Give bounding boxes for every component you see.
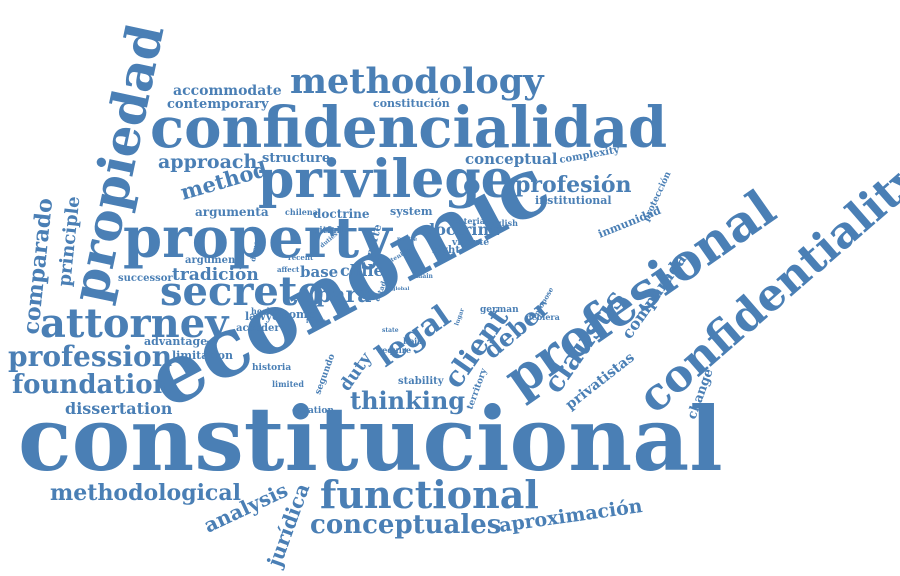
word-3: property xyxy=(123,205,393,271)
word-8: methodology xyxy=(290,61,545,102)
word-13: foundation xyxy=(12,370,172,400)
word-59: materia xyxy=(450,216,485,226)
word-45: advantage xyxy=(144,335,207,348)
word-57: right xyxy=(432,245,460,256)
word-35: conceptual xyxy=(465,150,558,168)
word-74: german xyxy=(480,305,519,315)
word-33: chile xyxy=(340,261,384,280)
word-31: dissertation xyxy=(65,399,173,418)
word-25: approach xyxy=(158,151,257,173)
word-61: chilena xyxy=(285,207,318,217)
word-67: como xyxy=(282,308,315,321)
word-75: debiera xyxy=(526,312,560,322)
word-10: secreto xyxy=(160,268,324,315)
word-65: acceder xyxy=(236,323,280,334)
word-83: main xyxy=(416,273,434,280)
word-0: constitucional xyxy=(18,387,723,491)
word-29: accommodate xyxy=(173,83,282,99)
word-11: functional xyxy=(320,472,539,517)
word-49: successor xyxy=(118,273,173,284)
word-41: argumenta xyxy=(195,205,269,219)
word-30: contemporary xyxy=(167,97,269,112)
word-36: tradición xyxy=(172,265,259,285)
word-87: lugar xyxy=(453,307,466,327)
word-34: doctrina xyxy=(424,220,500,239)
word-73: hoja xyxy=(403,336,422,346)
word-55: stability xyxy=(398,376,445,387)
word-81: partie xyxy=(397,236,417,243)
word-12: profession xyxy=(8,340,172,373)
word-14: conceptuales xyxy=(310,510,501,540)
word-85: forma xyxy=(306,318,326,325)
word-58: vigente xyxy=(451,238,489,248)
word-64: lawyer xyxy=(245,310,285,323)
word-72: require xyxy=(378,345,411,355)
word-43: system xyxy=(390,205,433,218)
word-86: state xyxy=(382,327,399,334)
word-48: base xyxy=(300,263,338,281)
word-78: recent xyxy=(288,253,314,262)
word-77: pitfall xyxy=(313,226,344,236)
word-44: institutional xyxy=(535,194,612,207)
word-9: attorney xyxy=(40,300,230,347)
word-15: methodological xyxy=(50,480,241,506)
word-80: affect xyxy=(277,265,300,274)
word-60: english xyxy=(485,218,518,228)
word-17: thinking xyxy=(350,386,465,415)
word-66: hechos xyxy=(251,306,283,316)
word-46: limitation xyxy=(172,349,233,362)
word-42: doctrine xyxy=(313,207,370,221)
word-40: structure xyxy=(262,151,330,166)
word-51: constitución xyxy=(373,97,450,110)
word-70: creation xyxy=(292,406,334,416)
word-68: historia xyxy=(252,363,291,373)
word-71: limited xyxy=(272,379,304,389)
word-23: profesión xyxy=(515,172,632,198)
word-32: para xyxy=(316,282,371,308)
word-2: confidencialidad xyxy=(150,95,667,161)
word-88: global xyxy=(392,286,409,292)
word-4: privilege xyxy=(258,149,514,210)
word-50: argument xyxy=(185,255,240,266)
